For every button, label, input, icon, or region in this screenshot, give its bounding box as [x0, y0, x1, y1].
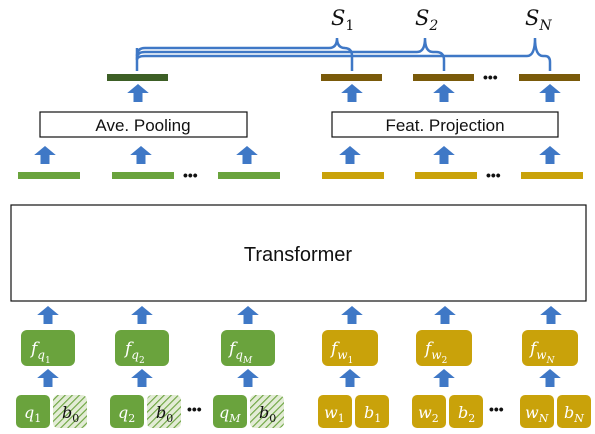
- svg-text:fq1: fq1: [29, 339, 51, 366]
- ellipsis-top: •••: [483, 69, 498, 85]
- arrow-up-icon: [433, 369, 455, 387]
- arrow-up-icon: [539, 146, 561, 164]
- svg-text:b1: b1: [364, 403, 381, 425]
- arrow-up-icon: [434, 306, 456, 324]
- query-feature-box-2: fq2: [115, 330, 169, 366]
- word-feature-box-1: fw1: [322, 330, 378, 366]
- arrow-up-icon: [37, 369, 59, 387]
- feat-projection-block: [331, 111, 559, 138]
- arrow-up-icon: [127, 84, 149, 102]
- feat-projection-label: Feat. Projection: [385, 116, 504, 135]
- transformer-block: [10, 204, 587, 302]
- word-feature-box-n: fwN: [522, 330, 578, 366]
- arrow-up-icon: [339, 369, 361, 387]
- transformer-label: Transformer: [244, 244, 353, 266]
- arrow-up-icon: [131, 369, 153, 387]
- bracket-s2: [135, 37, 446, 71]
- query-output-bar-1: [18, 172, 80, 179]
- query-token-2: q2 b0: [110, 395, 181, 428]
- query-output-bar-2: [112, 172, 174, 179]
- score-label-sn: SN: [525, 6, 552, 34]
- arrow-up-icon: [34, 146, 56, 164]
- ave-pooling-block: [39, 111, 248, 138]
- arrow-up-icon: [539, 369, 561, 387]
- svg-text:fw1: fw1: [329, 339, 353, 366]
- arrow-up-icon: [130, 146, 152, 164]
- arrow-up-icon: [237, 369, 259, 387]
- word-feature-box-2: fw2: [416, 330, 472, 366]
- ellipsis-query-tokens: •••: [187, 401, 202, 417]
- arrow-up-icon: [131, 306, 153, 324]
- svg-text:wN: wN: [525, 403, 549, 425]
- query-token-m: qM b0: [213, 395, 284, 428]
- word-token-n: wN bN: [520, 395, 591, 428]
- svg-text:bN: bN: [564, 403, 584, 425]
- query-feature-box-1: fq1: [21, 330, 75, 366]
- arrow-up-icon: [237, 306, 259, 324]
- svg-text:b0: b0: [156, 403, 173, 425]
- arrow-up-icon: [341, 84, 363, 102]
- ellipsis-word-outputs: •••: [486, 167, 501, 183]
- svg-text:w1: w1: [324, 403, 345, 425]
- ellipsis-query-outputs: •••: [183, 167, 198, 183]
- word-output-bar-2: [415, 172, 477, 179]
- projected-word-feature-bar-2: [413, 74, 474, 81]
- arrow-up-icon: [236, 146, 258, 164]
- svg-text:qM: qM: [219, 403, 241, 425]
- svg-text:q2: q2: [118, 403, 135, 425]
- bracket-s1: [135, 37, 354, 71]
- word-token-1: w1 b1: [318, 395, 389, 428]
- svg-text:fw2: fw2: [423, 339, 447, 366]
- arrow-up-icon: [540, 306, 562, 324]
- projected-word-feature-bar-n: [519, 74, 580, 81]
- svg-text:b0: b0: [62, 403, 79, 425]
- word-output-bar-n: [521, 172, 583, 179]
- score-label-s1: S1: [331, 6, 354, 34]
- ave-pooling-label: Ave. Pooling: [95, 116, 190, 135]
- arrow-up-icon: [341, 306, 363, 324]
- word-output-bar-1: [322, 172, 384, 179]
- ellipsis-word-tokens: •••: [489, 401, 504, 417]
- svg-text:b2: b2: [458, 403, 475, 425]
- bracket-sn: [135, 37, 552, 71]
- score-label-s2: S2: [415, 6, 438, 34]
- query-feature-box-m: fqM: [221, 330, 275, 366]
- query-output-bar-m: [218, 172, 280, 179]
- svg-text:q1: q1: [24, 403, 41, 425]
- svg-text:b0: b0: [259, 403, 276, 425]
- svg-text:fwN: fwN: [528, 339, 556, 366]
- word-token-2: w2 b2: [412, 395, 483, 428]
- arrow-up-icon: [339, 146, 361, 164]
- projected-word-feature-bar-1: [321, 74, 382, 81]
- svg-text:fqM: fqM: [227, 339, 253, 366]
- svg-text:w2: w2: [418, 403, 439, 425]
- arrow-up-icon: [539, 84, 561, 102]
- svg-text:fq2: fq2: [123, 339, 145, 366]
- arrow-up-icon: [433, 146, 455, 164]
- arrow-up-icon: [37, 306, 59, 324]
- arrow-up-icon: [433, 84, 455, 102]
- pooled-query-feature-bar: [107, 74, 168, 81]
- query-token-1: q1 b0: [16, 395, 87, 428]
